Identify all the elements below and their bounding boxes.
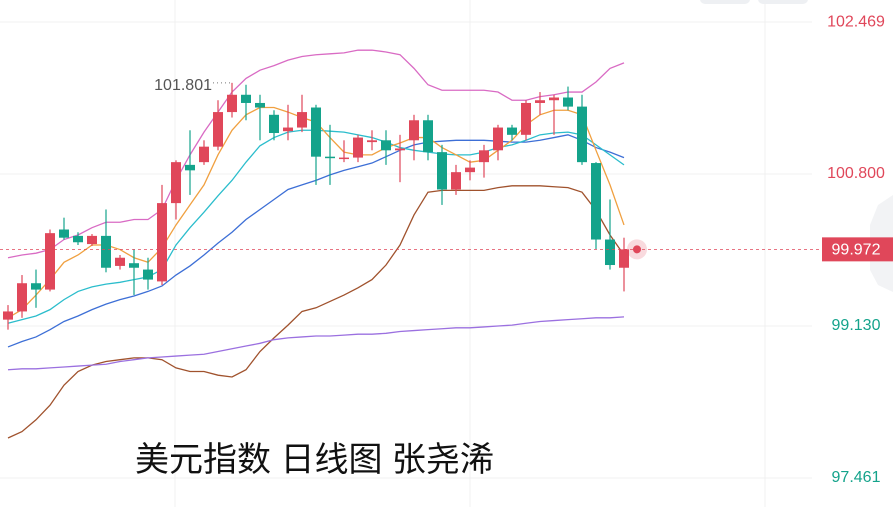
candle-body — [535, 100, 545, 103]
candle-body — [591, 163, 601, 240]
indicator-line — [7, 185, 625, 439]
plot: 102.469 100.800 99.130 97.461 101.801 99.972 — [0, 13, 893, 486]
candle-body — [465, 167, 475, 173]
candle-body — [157, 203, 167, 282]
toolbar-button[interactable] — [758, 0, 808, 4]
candle-body — [227, 94, 237, 113]
candle-body — [199, 146, 209, 163]
candle-body — [129, 263, 139, 268]
candle-body — [73, 235, 83, 243]
candle-body — [395, 148, 405, 151]
candle-body — [521, 102, 531, 135]
candle-body — [241, 94, 251, 103]
candle-body — [255, 102, 265, 108]
candle-body — [563, 97, 573, 107]
chart-title: 美元指数 日线图 张尧浠 — [135, 441, 494, 479]
candle-body — [605, 239, 615, 266]
indicator-line — [7, 49, 625, 259]
candle-body — [409, 120, 419, 141]
candle-body — [101, 235, 111, 268]
candle-body — [115, 257, 125, 266]
candle-body — [549, 97, 559, 101]
candle-body — [45, 233, 55, 290]
candle-body — [171, 162, 181, 204]
y-tick-label: 99.130 — [832, 317, 881, 334]
y-tick-label: 97.461 — [832, 469, 881, 486]
candle-body — [311, 107, 321, 157]
current-price-dot — [633, 245, 641, 254]
y-tick-label: 102.469 — [827, 13, 885, 30]
y-tick-label: 100.800 — [827, 165, 885, 182]
current-price-box — [822, 237, 893, 262]
candle-body — [17, 283, 27, 312]
candle-body — [493, 127, 503, 151]
candle-body — [507, 127, 517, 135]
candle-body — [325, 156, 335, 159]
candle-body — [577, 106, 587, 163]
candle-body — [213, 112, 223, 147]
candle-body — [143, 269, 153, 280]
candle-body — [269, 114, 279, 134]
indicator-line — [7, 316, 625, 371]
max-label: 101.801 — [154, 77, 212, 94]
candle-body — [437, 152, 447, 190]
candle-body — [339, 157, 349, 160]
candle-body — [185, 164, 195, 171]
candle-body — [31, 283, 41, 290]
candle-body — [283, 127, 293, 132]
candle-body — [451, 172, 461, 190]
candle-body — [297, 112, 307, 128]
candle-body — [423, 120, 433, 153]
candle-body — [367, 140, 377, 143]
candle-body — [619, 249, 629, 268]
current-price-label: 99.972 — [832, 242, 881, 259]
candle-body — [353, 137, 363, 158]
candle-body — [87, 235, 97, 245]
candle-body — [381, 140, 391, 151]
toolbar-button[interactable] — [700, 0, 750, 4]
candle-body — [3, 311, 13, 320]
candle-body — [59, 229, 69, 238]
candle-body — [479, 150, 489, 163]
